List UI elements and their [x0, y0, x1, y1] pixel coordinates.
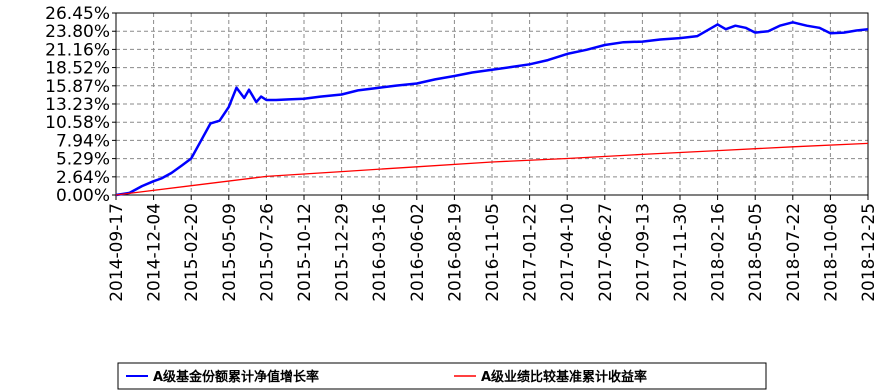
x-tick-label: 2017-04-10	[558, 203, 578, 302]
y-tick-label: 18.52%	[45, 59, 110, 79]
x-tick-label: 2016-11-05	[483, 203, 503, 302]
x-tick-label: 2015-05-09	[220, 203, 240, 302]
x-tick-label: 2016-08-19	[445, 203, 465, 302]
series-group	[115, 21, 869, 197]
y-tick-label: 5.29%	[56, 150, 110, 170]
x-tick-label: 2016-06-02	[408, 203, 428, 302]
y-tick-label: 0.00%	[56, 186, 110, 206]
x-tick-label: 2014-09-17	[107, 203, 127, 302]
series-line-0	[115, 21, 869, 197]
x-tick-label: 2018-05-05	[746, 203, 766, 302]
x-tick-label: 2015-10-12	[295, 203, 315, 302]
x-tick-label: 2014-12-04	[145, 203, 165, 302]
x-tick-label: 2017-09-13	[633, 203, 653, 302]
x-axis: 2014-09-17 2014-12-04 2015-02-20 2015-05-09…	[107, 195, 874, 302]
legend-box	[117, 362, 767, 390]
x-tick-label: 2018-07-22	[784, 203, 804, 302]
x-tick-label: 2015-12-29	[333, 203, 353, 302]
legend-label-0: A级基金份额累计净值增长率	[153, 369, 319, 385]
y-tick-label: 21.16%	[45, 40, 110, 60]
x-tick-label: 2015-02-20	[182, 203, 202, 302]
legend-label-1: A级业绩比较基准累计收益率	[481, 369, 647, 385]
y-tick-label: 15.87%	[45, 77, 110, 97]
y-tick-label: 13.23%	[45, 95, 110, 115]
y-tick-label: 23.80%	[45, 22, 110, 42]
series-line-1	[115, 142, 869, 196]
x-tick-label: 2018-12-25	[859, 203, 874, 302]
y-tick-label: 2.64%	[56, 168, 110, 188]
x-tick-label: 2018-02-16	[709, 203, 729, 302]
x-tick-label: 2016-03-16	[370, 203, 390, 302]
legend: A级基金份额累计净值增长率 A级业绩比较基准累计收益率	[117, 362, 767, 390]
y-axis: 26.45%23.80%21.16%18.52%15.87%13.23%10.5…	[45, 4, 116, 206]
x-tick-label: 2017-06-27	[596, 203, 616, 302]
x-tick-label: 2015-07-26	[257, 203, 277, 302]
y-tick-label: 26.45%	[45, 4, 110, 24]
x-tick-label: 2017-01-22	[521, 203, 541, 302]
x-tick-label: 2017-11-30	[671, 203, 691, 302]
y-tick-label: 7.94%	[56, 131, 110, 151]
y-tick-label: 10.58%	[45, 113, 110, 133]
x-tick-label: 2018-10-08	[821, 203, 841, 302]
